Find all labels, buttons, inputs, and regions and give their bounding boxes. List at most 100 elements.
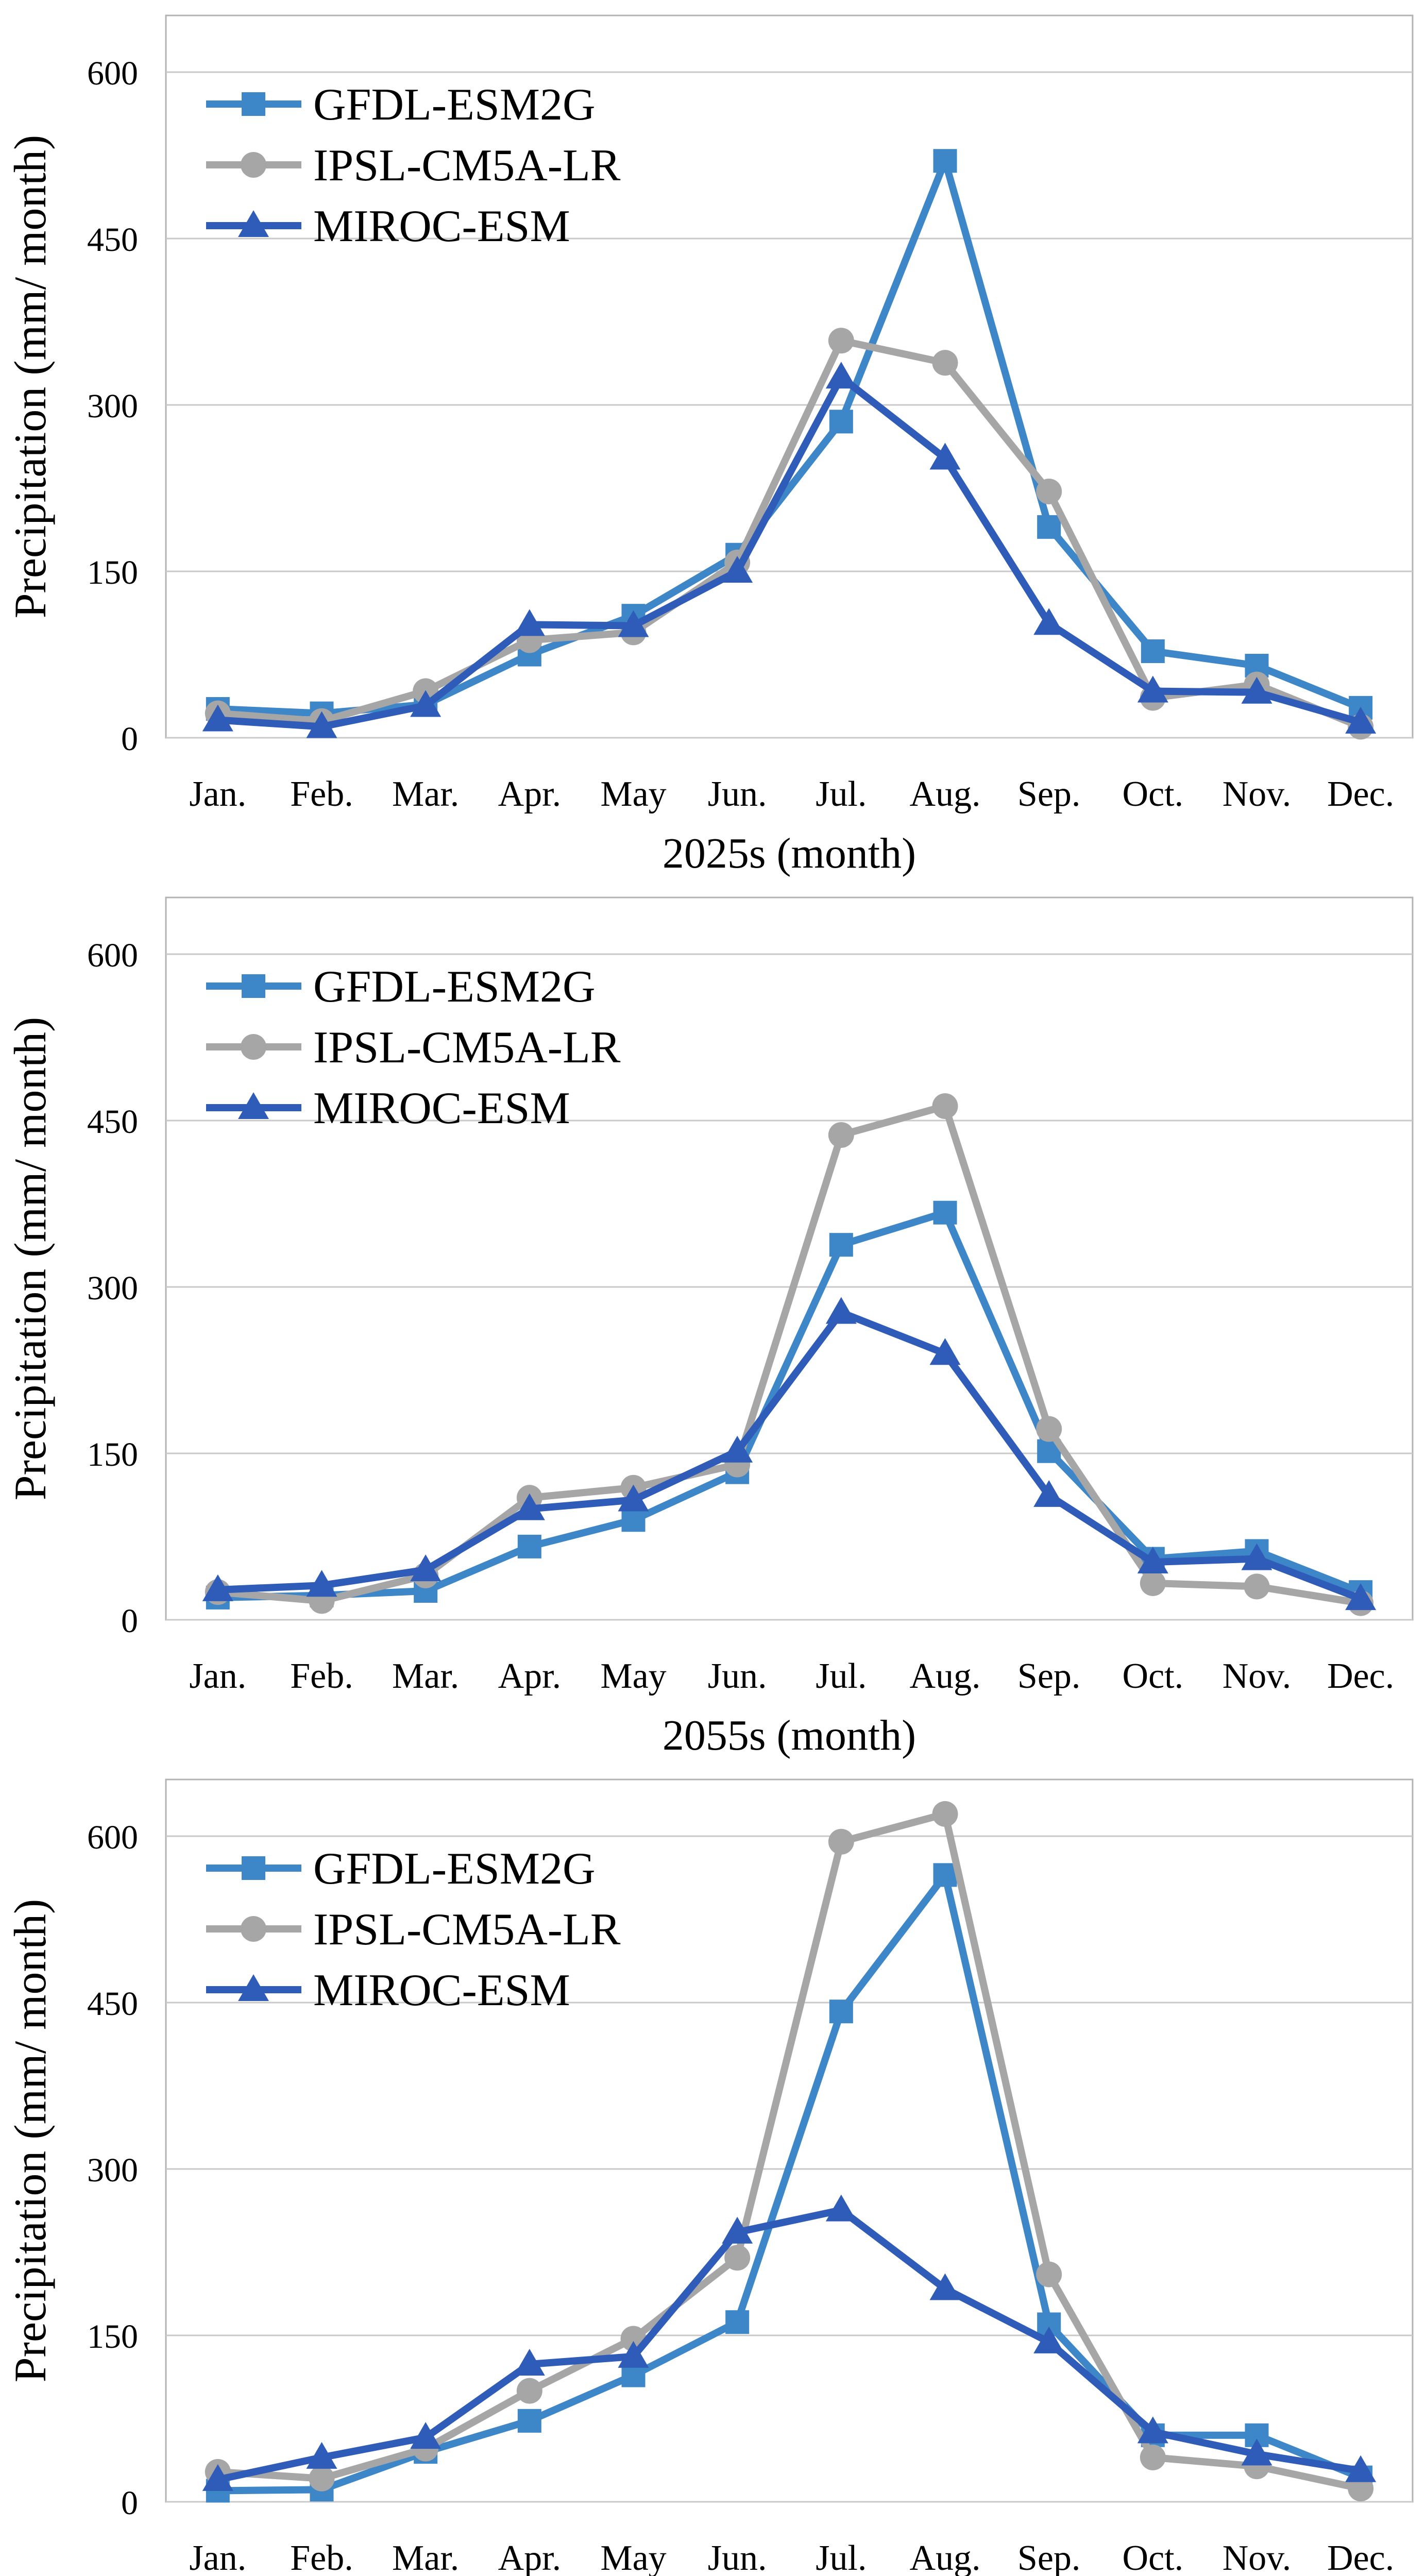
data-point-ipsl-cm5a-lr-feb [309,2465,335,2492]
data-point-ipsl-cm5a-lr-sep [1036,478,1062,504]
x-tick-label-jul: Jul. [816,1656,867,1696]
data-point-miroc-esm-mar [410,2422,442,2449]
data-point-ipsl-cm5a-lr-jun [724,2245,751,2271]
data-point-miroc-esm-nov [1241,676,1272,704]
x-tick-label-sep: Sep. [1017,774,1081,814]
x-tick-label-jun: Jun. [708,2538,767,2576]
data-point-miroc-esm-jun [722,1435,753,1463]
data-point-gfdl-esm2g-aug [933,149,957,173]
data-point-gfdl-esm2g-may [621,1508,646,1532]
x-tick-label-jul: Jul. [816,2538,867,2576]
data-point-miroc-esm-nov [1241,2438,1272,2466]
data-point-miroc-esm-feb [306,2442,337,2469]
data-point-gfdl-esm2g-apr [517,1534,541,1558]
y-tick-label-0: 0 [121,2484,138,2522]
x-tick-label-dec: Dec. [1327,1656,1394,1696]
data-point-miroc-esm-sep [1033,608,1065,635]
data-point-miroc-esm-aug [929,2273,961,2300]
data-point-miroc-esm-may [618,610,649,637]
x-axis-title: 2025s (month) [663,829,916,877]
data-point-miroc-esm-feb [306,711,337,738]
data-point-ipsl-cm5a-lr-sep [1036,1416,1062,1442]
x-tick-label-oct: Oct. [1123,2538,1184,2576]
legend-label-miroc-esm: MIROC-ESM [313,1083,570,1133]
y-tick-label-600: 600 [87,55,138,92]
data-point-ipsl-cm5a-lr-apr [516,2378,542,2404]
legend-label-ipsl-cm5a-lr: IPSL-CM5A-LR [313,1905,621,1955]
data-point-miroc-esm-jul [825,362,857,389]
y-tick-label-600: 600 [87,937,138,974]
x-tick-label-apr: Apr. [498,2538,562,2576]
x-tick-label-jun: Jun. [708,1656,767,1696]
x-tick-label-aug: Aug. [909,1656,980,1696]
data-point-ipsl-cm5a-lr-aug [932,1093,958,1120]
x-tick-label-jan: Jan. [189,2538,246,2576]
data-point-miroc-esm-dec [1345,1583,1377,1611]
x-tick-label-sep: Sep. [1017,1656,1081,1696]
legend-circle-icon [241,1916,266,1942]
data-point-ipsl-cm5a-lr-jul [828,328,854,354]
data-point-miroc-esm-nov [1241,1543,1272,1570]
y-tick-label-300: 300 [87,1269,138,1307]
legend-label-miroc-esm: MIROC-ESM [313,1965,570,2015]
data-point-ipsl-cm5a-lr-aug [932,1801,958,1827]
y-tick-label-150: 150 [87,1436,138,1473]
data-point-gfdl-esm2g-sep [1037,515,1061,539]
legend-circle-icon [241,1034,266,1060]
data-point-miroc-esm-jan [202,704,233,732]
y-tick-label-0: 0 [121,1602,138,1640]
x-tick-label-oct: Oct. [1123,1656,1184,1696]
data-point-miroc-esm-sep [1033,1480,1065,1507]
x-tick-label-jul: Jul. [816,774,867,814]
x-tick-label-apr: Apr. [498,774,562,814]
data-point-miroc-esm-may [618,2341,649,2368]
x-tick-label-mar: Mar. [392,1656,459,1696]
data-point-gfdl-esm2g-aug [933,1200,957,1225]
data-point-miroc-esm-apr [514,609,545,636]
x-tick-label-nov: Nov. [1223,774,1292,814]
data-point-miroc-esm-oct [1137,675,1168,703]
x-tick-label-feb: Feb. [290,774,353,814]
y-tick-label-300: 300 [87,2151,138,2189]
x-tick-label-nov: Nov. [1223,1656,1292,1696]
legend-triangle-icon [238,1092,269,1119]
y-tick-label-600: 600 [87,1819,138,1856]
chart-svg-2025s: 0 150 300 450 600 Jan. Feb. Mar. Apr. May Jun. Jul.… [6,14,1414,877]
series-line-ipsl-cm5a-lr [214,1103,1365,1607]
data-point-gfdl-esm2g-jul [829,1233,853,1257]
data-point-ipsl-cm5a-lr-oct [1140,1570,1166,1596]
series-line-gfdl-esm2g [214,1209,1365,1601]
data-point-gfdl-esm2g-oct [1141,639,1165,664]
legend-square-icon [242,1856,265,1880]
data-point-gfdl-esm2g-jul [829,1999,853,2024]
chart-panel-2025s: 0 150 300 450 600 Jan. Feb. Mar. Apr. May Jun. Jul.… [0,0,1426,882]
data-point-miroc-esm-dec [1345,2455,1377,2482]
x-tick-label-may: May [600,2538,666,2576]
data-point-gfdl-esm2g-apr [517,2409,541,2433]
data-point-miroc-esm-sep [1033,2326,1065,2353]
x-tick-label-aug: Aug. [909,2538,980,2576]
legend-label-miroc-esm: MIROC-ESM [313,201,570,251]
data-point-ipsl-cm5a-lr-sep [1036,2261,1062,2287]
data-point-miroc-esm-apr [514,2348,545,2376]
series-line-miroc-esm [214,374,1365,731]
legend-label-gfdl-esm2g: GFDL-ESM2G [313,80,596,130]
series-line-miroc-esm [214,2206,1365,2483]
data-point-miroc-esm-aug [929,443,961,470]
legend-label-ipsl-cm5a-lr: IPSL-CM5A-LR [313,1023,621,1073]
legend-circle-icon [241,152,266,178]
legend-square-icon [242,92,265,116]
x-tick-label-may: May [600,774,666,814]
chart-panel-2055s: 0 150 300 450 600 Jan. Feb. Mar. Apr. May Jun. Jul.… [0,882,1426,1764]
data-point-miroc-esm-oct [1137,1547,1168,1574]
data-point-ipsl-cm5a-lr-nov [1244,1573,1270,1600]
y-tick-label-450: 450 [87,1103,138,1141]
legend-triangle-icon [238,210,269,237]
chart-svg-2085s: 0 150 300 450 600 Jan. Feb. Mar. Apr. May Jun. Jul.… [6,1778,1414,2576]
x-tick-label-oct: Oct. [1123,774,1184,814]
legend-label-gfdl-esm2g: GFDL-ESM2G [313,1844,596,1894]
data-point-miroc-esm-mar [410,690,442,717]
data-point-ipsl-cm5a-lr-jul [828,1828,854,1855]
legend-triangle-icon [238,1974,269,2001]
legend-square-icon [242,974,265,998]
